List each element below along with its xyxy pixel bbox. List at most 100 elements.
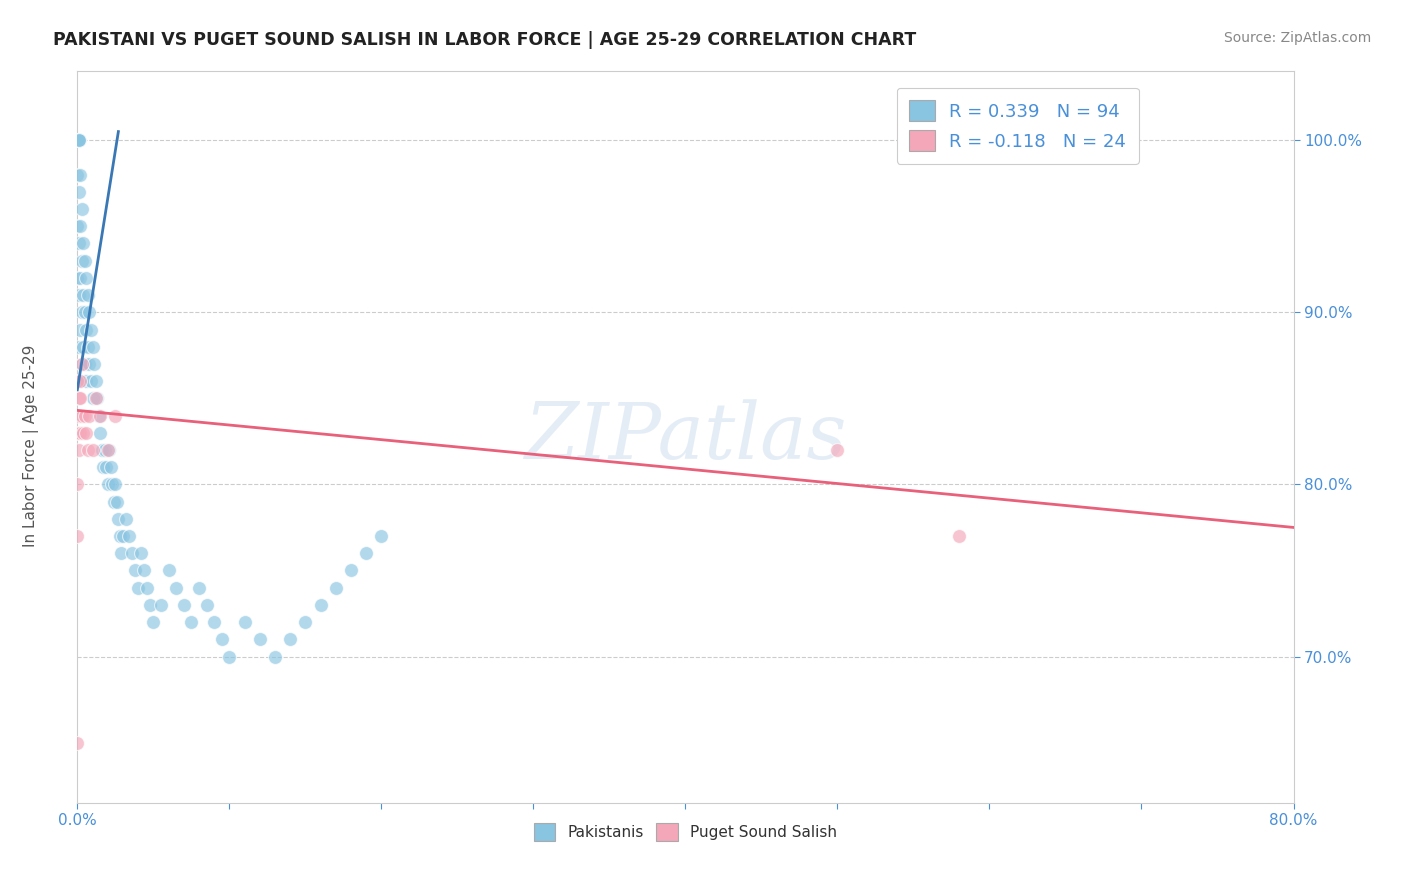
Point [70,202,93,216]
Point [69,392,91,406]
Point [69,425,91,440]
Point [80,322,103,336]
Point [75,271,97,285]
Point [77,288,100,302]
Point [111,529,134,543]
Point [110,546,132,560]
Point [105,494,128,508]
Point [75,374,97,388]
Point [82,442,104,457]
Point [66,133,89,147]
Point [142,615,165,629]
Point [129,546,152,560]
Point [121,546,143,560]
Text: Source: ZipAtlas.com: Source: ZipAtlas.com [1223,31,1371,45]
Point [77,442,100,457]
Point [70,253,93,268]
Text: ZIPatlas: ZIPatlas [524,399,846,475]
Point [67,288,90,302]
Point [66,529,89,543]
Point [69,271,91,285]
Point [75,322,97,336]
Point [90,442,112,457]
Point [827,442,849,457]
Point [103,494,125,508]
Point [72,236,94,251]
Point [69,219,91,234]
Point [73,253,96,268]
Point [79,409,101,423]
Point [211,632,233,647]
Point [67,409,90,423]
Point [67,133,90,147]
Point [66,374,89,388]
Point [173,598,195,612]
Legend: Pakistanis, Puget Sound Salish: Pakistanis, Puget Sound Salish [524,814,846,850]
Point [195,598,218,612]
Point [325,581,347,595]
Point [79,305,101,319]
Point [84,374,107,388]
Point [97,477,120,491]
Point [89,425,111,440]
Point [354,546,377,560]
Point [84,392,107,406]
Point [70,357,93,371]
Point [66,133,89,147]
Point [66,133,89,147]
Point [66,219,89,234]
Point [218,649,240,664]
Point [104,409,127,423]
Point [67,236,90,251]
Point [249,632,271,647]
Point [67,392,90,406]
Point [115,512,138,526]
Point [67,133,90,147]
Point [66,425,89,440]
Point [66,735,89,749]
Point [70,357,93,371]
Point [70,409,93,423]
Point [202,615,225,629]
Point [66,133,89,147]
Point [233,615,256,629]
Point [82,340,104,354]
Point [69,168,91,182]
Point [136,581,159,595]
Point [124,564,146,578]
Point [118,529,141,543]
Point [79,357,101,371]
Point [165,581,187,595]
Point [340,564,363,578]
Point [97,442,120,457]
Point [83,357,105,371]
Point [69,374,91,388]
Point [127,581,149,595]
Point [89,409,111,423]
Point [149,598,172,612]
Point [69,322,91,336]
Point [91,460,114,475]
Point [72,425,94,440]
Point [70,305,93,319]
Point [101,477,124,491]
Point [107,512,129,526]
Point [93,442,115,457]
Point [73,409,96,423]
Point [104,477,127,491]
Point [66,168,89,182]
Point [370,529,392,543]
Point [69,374,91,388]
Text: In Labor Force | Age 25-29: In Labor Force | Age 25-29 [22,345,39,547]
Point [180,615,202,629]
Point [66,133,89,147]
Point [157,564,180,578]
Point [73,305,96,319]
Point [67,185,90,199]
Point [278,632,301,647]
Point [309,598,332,612]
Point [66,271,89,285]
Point [77,340,100,354]
Point [100,460,122,475]
Point [134,564,156,578]
